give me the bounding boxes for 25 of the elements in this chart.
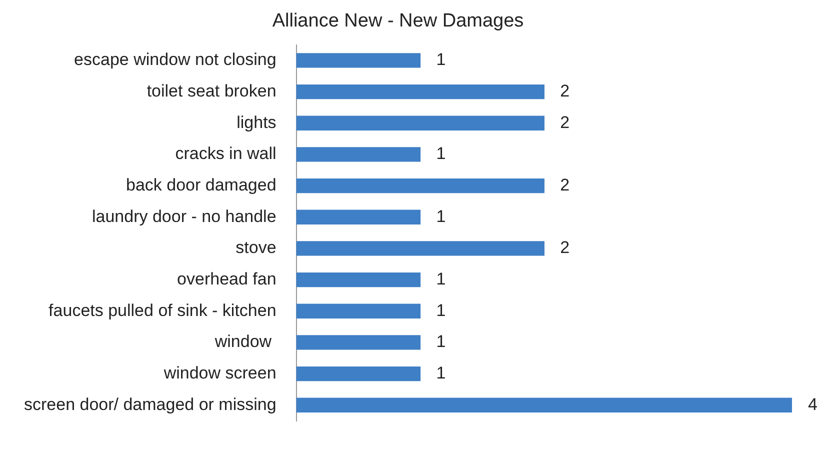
y-tick-label: window screen bbox=[162, 363, 276, 382]
data-label: 2 bbox=[560, 238, 570, 258]
data-label: 1 bbox=[436, 269, 446, 288]
y-tick-label: window bbox=[214, 332, 276, 352]
data-label: 2 bbox=[560, 175, 570, 194]
y-tick-label: stove bbox=[236, 238, 276, 258]
data-label: 2 bbox=[560, 112, 570, 132]
y-tick-label: screen door/ damaged or missing bbox=[24, 394, 276, 414]
y-tick-label: escape window not closing bbox=[74, 50, 276, 70]
data-label: 1 bbox=[436, 363, 446, 382]
data-label: 2 bbox=[560, 81, 570, 100]
data-label: 1 bbox=[436, 206, 446, 226]
data-label: 1 bbox=[436, 300, 446, 320]
chart-title: Alliance New - New Damages bbox=[272, 10, 524, 32]
y-tick-label: laundry door - no handle bbox=[92, 206, 276, 226]
y-tick-label: lights bbox=[236, 112, 276, 132]
data-label: 4 bbox=[808, 394, 818, 414]
y-tick-label: faucets pulled of sink - kitchen bbox=[48, 300, 276, 320]
data-label: 1 bbox=[436, 332, 446, 352]
data-label: 1 bbox=[436, 50, 446, 70]
y-tick-label: overhead fan bbox=[177, 269, 276, 288]
y-tick-label: back door damaged bbox=[126, 175, 276, 194]
y-tick-label: toilet seat broken bbox=[146, 81, 276, 100]
data-label: 1 bbox=[436, 144, 446, 164]
y-tick-label: cracks in wall bbox=[175, 144, 276, 164]
